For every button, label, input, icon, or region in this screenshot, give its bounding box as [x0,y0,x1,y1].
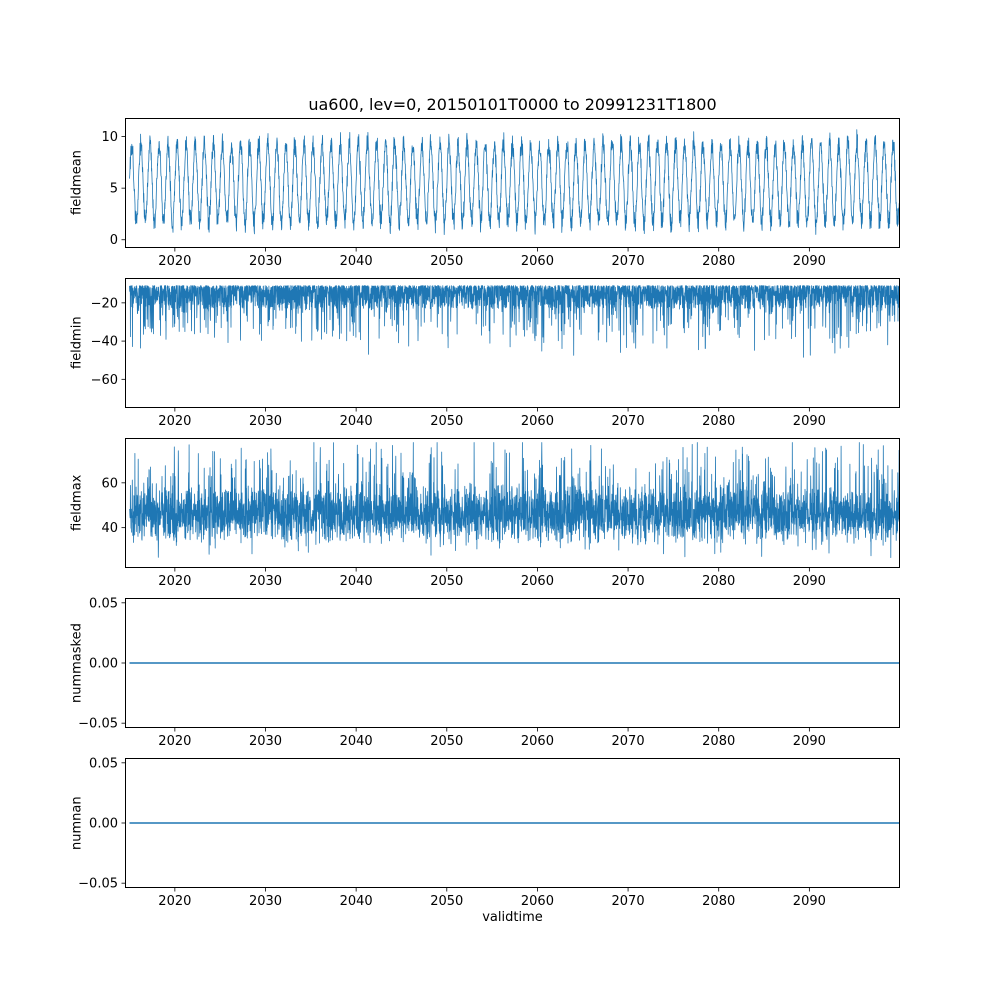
x-tick-label: 2060 [521,734,554,749]
x-tick-label: 2060 [521,254,554,269]
x-tick-label: 2060 [521,414,554,429]
series-line-fieldmax [129,442,900,558]
series-line-fieldmin [129,285,900,358]
x-tick-label: 2020 [158,894,191,909]
y-tick-label: 0.00 [89,817,118,832]
y-tick-label: 0.05 [89,756,118,771]
x-axis-label: validtime [482,910,543,925]
x-tick-label: 2040 [340,894,373,909]
figure-title: ua600, lev=0, 20150101T0000 to 20991231T… [308,95,717,114]
x-tick-label: 2020 [158,254,191,269]
x-tick-label: 2070 [612,734,645,749]
x-tick-label: 2080 [702,734,735,749]
subplot-fieldmin: fieldmin 2020 2030 2040 2050 2060 2070 2080 209… [70,278,900,429]
y-tick-label: 0.05 [89,596,118,611]
x-tick-label: 2040 [340,574,373,589]
axes-border [125,758,900,888]
x-tick-label: 2070 [612,254,645,269]
y-axis-label-fieldmax: fieldmax [69,474,85,532]
x-tick-label: 2030 [249,414,282,429]
x-tick-label: 2070 [612,414,645,429]
x-tick-label: 2030 [249,574,282,589]
y-axis-label-fieldmean: fieldmean [69,150,85,216]
x-tick-label: 2040 [340,254,373,269]
x-tick-label: 2090 [793,894,826,909]
x-tick-label: 2020 [158,414,191,429]
fieldmin-line-chart: 2020 2030 2040 2050 2060 2070 2080 2090 −60 −40 −2… [91,278,900,429]
x-tick-label: 2070 [612,894,645,909]
x-tick-label: 2070 [612,574,645,589]
x-tick-label: 2050 [430,414,463,429]
subplot-numnan: numnan 2020 2030 2040 2050 2060 2070 2080 2090 −… [70,756,900,909]
x-tick-label: 2030 [249,734,282,749]
x-tick-label: 2050 [430,734,463,749]
x-tick-label: 2090 [793,414,826,429]
numnan-line-chart: 2020 2030 2040 2050 2060 2070 2080 2090 −0.05 0.0… [78,756,900,909]
axes-border [125,438,900,568]
subplot-nummasked: nummasked 2020 2030 2040 2050 2060 2070 2080 20… [70,596,900,749]
y-tick-label: 0 [110,233,118,248]
x-tick-label: 2080 [702,574,735,589]
x-tick-label: 2020 [158,734,191,749]
y-tick-label: 60 [101,476,118,491]
y-axis-label-fieldmin: fieldmin [69,316,85,370]
y-tick-label: −60 [91,373,118,388]
y-tick-label: 5 [110,182,118,197]
fieldmax-line-chart: 2020 2030 2040 2050 2060 2070 2080 2090 40 60 [101,438,900,589]
y-tick-label: −40 [91,335,118,350]
axes-border [125,118,900,248]
y-tick-label: −0.05 [78,717,118,732]
x-tick-label: 2080 [702,414,735,429]
x-tick-label: 2080 [702,894,735,909]
y-tick-label: 10 [101,130,118,145]
axes-border [125,278,900,408]
x-tick-label: 2060 [521,574,554,589]
x-tick-label: 2080 [702,254,735,269]
x-tick-label: 2050 [430,894,463,909]
x-tick-label: 2030 [249,254,282,269]
y-tick-label: 0.00 [89,657,118,672]
fieldmean-line-chart: 2020 2030 2040 2050 2060 2070 2080 2090 0 5 10 [101,118,900,269]
series-line-fieldmean [129,129,900,235]
nummasked-line-chart: 2020 2030 2040 2050 2060 2070 2080 2090 −0.05 0.0… [78,596,900,749]
x-tick-label: 2090 [793,734,826,749]
x-tick-label: 2050 [430,574,463,589]
x-tick-label: 2050 [430,254,463,269]
subplot-fieldmean: fieldmean 2020 2030 2040 2050 2060 2070 2080 20… [70,118,900,269]
x-tick-label: 2040 [340,734,373,749]
x-tick-label: 2090 [793,574,826,589]
y-axis-label-nummasked: nummasked [69,623,85,703]
y-tick-label: −0.05 [78,877,118,892]
subplot-fieldmax: fieldmax 2020 2030 2040 2050 2060 2070 2080 209… [70,438,900,589]
y-tick-label: −20 [91,296,118,311]
x-tick-label: 2060 [521,894,554,909]
x-tick-label: 2040 [340,414,373,429]
y-axis-label-numnan: numnan [69,796,85,850]
x-tick-label: 2020 [158,574,191,589]
axes-border [125,598,900,728]
x-tick-label: 2090 [793,254,826,269]
x-tick-label: 2030 [249,894,282,909]
y-tick-label: 40 [101,521,118,536]
